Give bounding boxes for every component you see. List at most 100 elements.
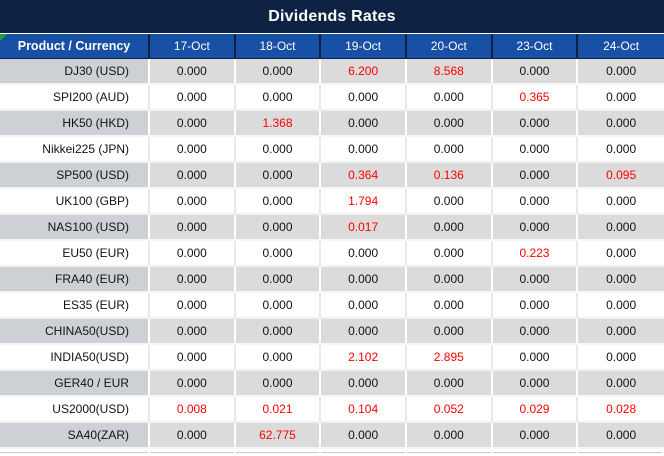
rate-cell[interactable]: 0.000 (150, 85, 236, 111)
rate-cell[interactable]: 0.000 (492, 293, 579, 319)
product-cell[interactable]: SP500 (USD) (0, 163, 150, 189)
rate-cell[interactable]: 0.000 (578, 241, 664, 267)
rate-cell[interactable]: 0.000 (578, 189, 664, 215)
rate-cell[interactable]: 0.000 (406, 215, 493, 241)
rate-cell[interactable]: 0.000 (406, 293, 493, 319)
rate-cell[interactable]: 0.000 (235, 267, 322, 293)
rate-cell[interactable]: 0.000 (235, 345, 322, 371)
date-header[interactable]: 18-Oct (235, 34, 322, 59)
rate-cell[interactable]: 0.000 (406, 137, 493, 163)
rate-cell[interactable]: 0.000 (406, 319, 493, 345)
rate-cell[interactable]: 0.017 (321, 215, 407, 241)
rate-cell[interactable]: 0.000 (578, 215, 664, 241)
product-cell[interactable]: US2000(USD) (0, 397, 150, 423)
rate-cell[interactable]: 0.028 (578, 397, 664, 423)
product-cell[interactable]: HK50 (HKD) (0, 111, 150, 137)
date-header[interactable]: 17-Oct (150, 34, 236, 59)
rate-cell[interactable]: 0.000 (150, 163, 236, 189)
rate-cell[interactable]: 0.000 (578, 345, 664, 371)
rate-cell[interactable]: 0.000 (578, 371, 664, 397)
rate-cell[interactable]: 0.365 (492, 85, 579, 111)
rate-cell[interactable]: 1.368 (235, 111, 322, 137)
rate-cell[interactable]: 0.000 (235, 59, 322, 85)
rate-cell[interactable]: 0.000 (150, 423, 236, 449)
rate-cell[interactable]: 0.000 (150, 371, 236, 397)
product-cell[interactable]: GER40 / EUR (0, 371, 150, 397)
rate-cell[interactable]: 0.000 (150, 241, 236, 267)
date-header[interactable]: 24-Oct (578, 34, 664, 59)
rate-cell[interactable]: 0.000 (235, 241, 322, 267)
product-cell[interactable]: INDIA50(USD) (0, 345, 150, 371)
rate-cell[interactable]: 0.000 (321, 423, 407, 449)
rate-cell[interactable]: 0.000 (235, 371, 322, 397)
rate-cell[interactable]: 0.000 (235, 293, 322, 319)
rate-cell[interactable]: 0.000 (492, 345, 579, 371)
product-currency-header[interactable]: Product / Currency (0, 34, 150, 59)
rate-cell[interactable]: 0.000 (492, 371, 579, 397)
rate-cell[interactable]: 0.000 (321, 85, 407, 111)
rate-cell[interactable]: 0.364 (321, 163, 407, 189)
rate-cell[interactable]: 0.000 (321, 293, 407, 319)
rate-cell[interactable]: 0.000 (492, 137, 579, 163)
rate-cell[interactable]: 0.000 (406, 267, 493, 293)
rate-cell[interactable]: 0.021 (235, 397, 322, 423)
rate-cell[interactable]: 0.000 (406, 423, 493, 449)
rate-cell[interactable]: 0.000 (235, 215, 322, 241)
rate-cell[interactable]: 0.000 (150, 293, 236, 319)
product-cell[interactable]: DJ30 (USD) (0, 59, 150, 85)
rate-cell[interactable]: 0.000 (492, 59, 579, 85)
rate-cell[interactable]: 0.000 (150, 319, 236, 345)
rate-cell[interactable]: 0.000 (150, 111, 236, 137)
rate-cell[interactable]: 0.000 (578, 111, 664, 137)
rate-cell[interactable]: 0.000 (578, 319, 664, 345)
rate-cell[interactable]: 0.000 (406, 371, 493, 397)
rate-cell[interactable]: 0.000 (321, 241, 407, 267)
rate-cell[interactable]: 0.052 (406, 397, 493, 423)
rate-cell[interactable]: 0.008 (150, 397, 236, 423)
rate-cell[interactable]: 0.000 (578, 267, 664, 293)
rate-cell[interactable]: 0.000 (235, 85, 322, 111)
rate-cell[interactable]: 1.794 (321, 189, 407, 215)
product-cell[interactable]: SPI200 (AUD) (0, 85, 150, 111)
rate-cell[interactable]: 0.104 (321, 397, 407, 423)
product-cell[interactable]: CHINA50(USD) (0, 319, 150, 345)
rate-cell[interactable]: 0.000 (235, 189, 322, 215)
rate-cell[interactable]: 0.000 (578, 423, 664, 449)
rate-cell[interactable]: 0.000 (578, 293, 664, 319)
rate-cell[interactable]: 0.000 (492, 111, 579, 137)
rate-cell[interactable]: 0.000 (150, 189, 236, 215)
rate-cell[interactable]: 0.223 (492, 241, 579, 267)
product-cell[interactable]: EU50 (EUR) (0, 241, 150, 267)
product-cell[interactable]: UK100 (GBP) (0, 189, 150, 215)
rate-cell[interactable]: 0.000 (406, 241, 493, 267)
rate-cell[interactable]: 0.000 (235, 163, 322, 189)
product-cell[interactable]: Nikkei225 (JPN) (0, 137, 150, 163)
rate-cell[interactable]: 0.000 (150, 345, 236, 371)
rate-cell[interactable]: 0.000 (578, 85, 664, 111)
rate-cell[interactable]: 2.895 (406, 345, 493, 371)
rate-cell[interactable]: 0.000 (150, 215, 236, 241)
rate-cell[interactable]: 6.200 (321, 59, 407, 85)
rate-cell[interactable]: 0.000 (492, 189, 579, 215)
rate-cell[interactable]: 0.000 (578, 137, 664, 163)
rate-cell[interactable]: 0.000 (321, 267, 407, 293)
date-header[interactable]: 19-Oct (321, 34, 407, 59)
rate-cell[interactable]: 0.000 (406, 189, 493, 215)
product-cell[interactable]: FRA40 (EUR) (0, 267, 150, 293)
product-cell[interactable]: NAS100 (USD) (0, 215, 150, 241)
rate-cell[interactable]: 0.000 (321, 319, 407, 345)
rate-cell[interactable]: 0.029 (492, 397, 579, 423)
rate-cell[interactable]: 0.000 (578, 59, 664, 85)
rate-cell[interactable]: 62.775 (235, 423, 322, 449)
rate-cell[interactable]: 0.000 (492, 163, 579, 189)
rate-cell[interactable]: 0.000 (492, 319, 579, 345)
rate-cell[interactable]: 0.000 (150, 59, 236, 85)
rate-cell[interactable]: 8.568 (406, 59, 493, 85)
rate-cell[interactable]: 0.000 (150, 267, 236, 293)
rate-cell[interactable]: 0.000 (492, 423, 579, 449)
rate-cell[interactable]: 0.000 (235, 319, 322, 345)
product-cell[interactable]: SA40(ZAR) (0, 423, 150, 449)
rate-cell[interactable]: 2.102 (321, 345, 407, 371)
date-header[interactable]: 23-Oct (492, 34, 579, 59)
rate-cell[interactable]: 0.000 (492, 215, 579, 241)
